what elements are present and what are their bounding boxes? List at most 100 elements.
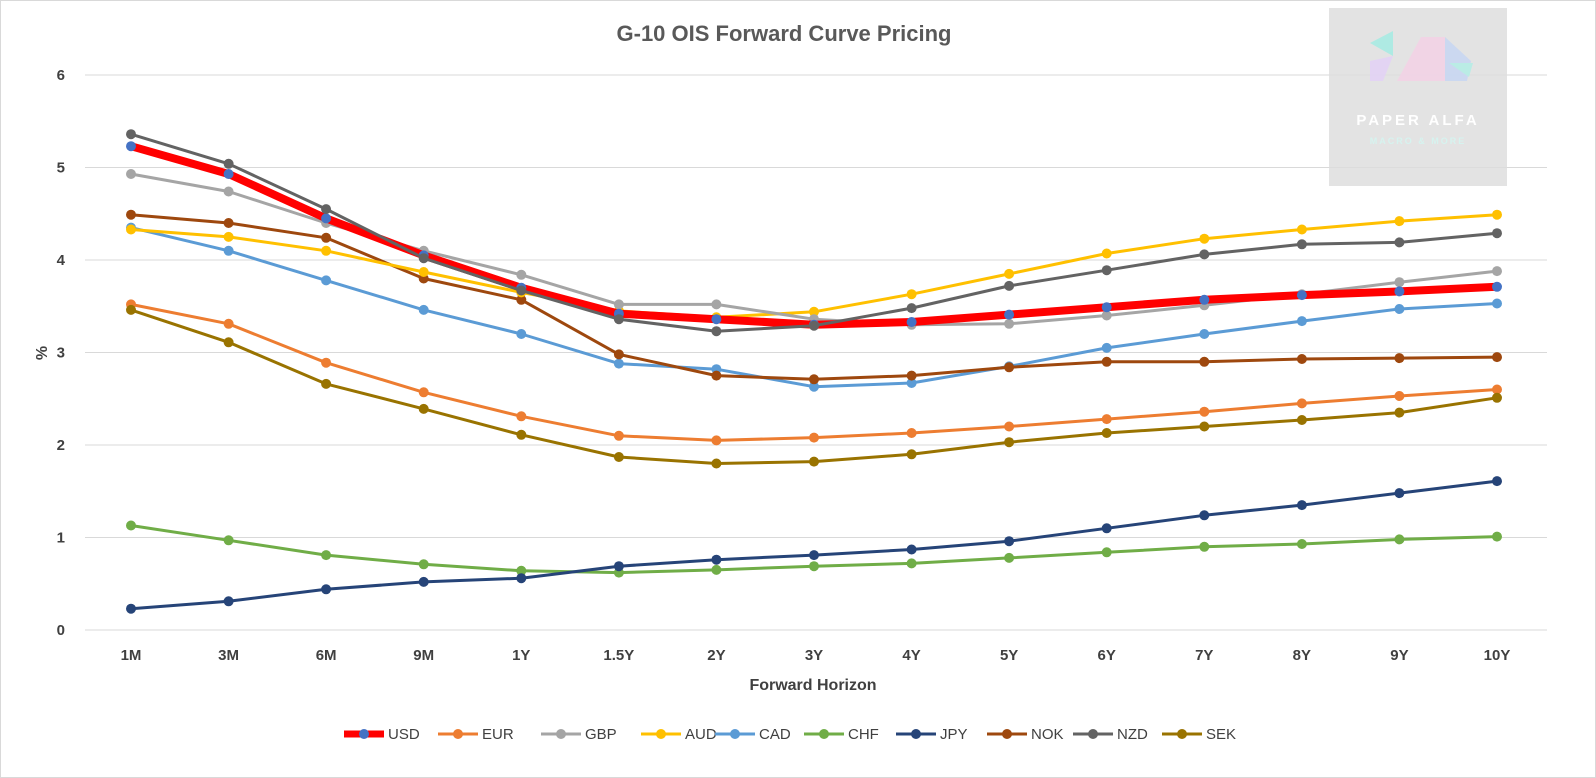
legend-label-nzd: NZD xyxy=(1117,726,1148,743)
data-point-cad xyxy=(418,304,429,315)
data-point-chf xyxy=(809,561,819,572)
data-point-sek xyxy=(418,403,429,414)
data-point-usd xyxy=(1394,286,1405,297)
data-point-chf xyxy=(711,564,722,575)
data-point-eur xyxy=(809,432,819,443)
data-point-gbp xyxy=(126,169,136,179)
data-point-cad xyxy=(1296,316,1307,327)
data-point-chf xyxy=(516,565,527,576)
data-point-chf xyxy=(1199,541,1210,552)
series-line-nzd xyxy=(129,132,1499,333)
data-point-chf xyxy=(1394,534,1405,545)
chart-title: G-10 OIS Forward Curve Pricing xyxy=(617,21,952,46)
data-point-gbp xyxy=(1394,277,1405,288)
data-point-eur xyxy=(613,430,624,441)
data-point-sek xyxy=(126,304,136,315)
data-point-sek xyxy=(711,458,722,469)
data-point-eur xyxy=(1394,391,1405,401)
x-tick-label: 7Y xyxy=(1195,647,1213,664)
data-point-jpy xyxy=(418,576,429,587)
data-point-nok xyxy=(613,349,624,360)
data-point-jpy xyxy=(1101,523,1112,534)
data-point-nok xyxy=(126,209,136,220)
x-tick-label: 3Y xyxy=(805,647,823,664)
data-point-chf xyxy=(223,535,234,546)
data-point-nzd xyxy=(126,129,136,140)
data-point-jpy xyxy=(516,573,527,584)
paper-alfa-logo-icon xyxy=(1370,31,1473,81)
data-point-aud xyxy=(126,224,136,235)
data-point-sek xyxy=(1004,437,1015,448)
data-point-usd xyxy=(126,141,136,152)
data-point-usd xyxy=(321,213,332,224)
series-line-aud xyxy=(129,213,1499,319)
series-chf xyxy=(126,520,1502,578)
y-tick-label: 6 xyxy=(57,67,65,84)
legend-label-nok: NOK xyxy=(1031,726,1064,743)
series-nzd xyxy=(126,129,1502,337)
data-point-gbp xyxy=(223,186,234,197)
data-point-nzd xyxy=(1492,228,1502,239)
data-point-sek xyxy=(1492,392,1502,403)
watermark: PAPER ALFA MACRO & MORE xyxy=(1329,8,1507,186)
data-point-usd xyxy=(1296,290,1307,301)
data-point-nzd xyxy=(1394,237,1405,248)
data-point-nzd xyxy=(418,253,429,264)
data-point-aud xyxy=(321,245,332,256)
data-point-jpy xyxy=(126,603,136,614)
legend-label-aud: AUD xyxy=(685,726,717,743)
data-point-chf xyxy=(1492,531,1502,542)
data-point-nok xyxy=(516,294,527,305)
data-point-nok xyxy=(1394,353,1405,364)
x-axis-title: Forward Horizon xyxy=(749,677,876,694)
data-point-usd xyxy=(1004,309,1015,320)
data-point-nzd xyxy=(711,326,722,337)
data-point-nzd xyxy=(809,320,819,331)
y-axis-tick-labels: 0 1 2 3 4 5 6 xyxy=(57,67,66,639)
x-axis-tick-labels: 1M 3M 6M 9M 1Y 1.5Y 2Y 3Y 4Y 5Y 6Y 7Y 8Y 9Y 10Y xyxy=(121,647,1511,664)
legend-marker-eur xyxy=(453,729,463,739)
x-tick-label: 1.5Y xyxy=(603,647,634,664)
data-point-aud xyxy=(1101,248,1112,259)
x-tick-label: 6Y xyxy=(1098,647,1116,664)
data-point-nzd xyxy=(1004,280,1015,291)
data-point-gbp xyxy=(613,299,624,310)
series-gbp xyxy=(126,169,1502,330)
x-tick-label: 10Y xyxy=(1484,647,1511,664)
data-point-sek xyxy=(1394,407,1405,418)
legend-item-aud: AUD xyxy=(641,726,717,743)
legend: USD EUR GBP AUD CAD CHF JPY NOK NZD SEK xyxy=(344,726,1236,743)
data-point-eur xyxy=(321,357,332,368)
x-tick-label: 3M xyxy=(218,647,239,664)
watermark-name: PAPER ALFA xyxy=(1356,112,1479,129)
data-point-nzd xyxy=(906,303,917,314)
data-point-sek xyxy=(809,456,819,467)
legend-label-gbp: GBP xyxy=(585,726,617,743)
data-point-jpy xyxy=(321,584,332,595)
data-point-sek xyxy=(1296,415,1307,425)
data-point-gbp xyxy=(516,269,527,280)
legend-label-chf: CHF xyxy=(848,726,879,743)
data-point-cad xyxy=(516,329,527,339)
data-point-cad xyxy=(321,275,332,286)
legend-marker-gbp xyxy=(556,729,566,739)
data-point-eur xyxy=(1101,414,1112,425)
data-point-nok xyxy=(1004,362,1015,373)
legend-item-sek: SEK xyxy=(1162,726,1236,743)
data-point-nzd xyxy=(1199,249,1210,260)
y-tick-label: 1 xyxy=(57,530,65,547)
data-point-nok xyxy=(906,370,917,381)
data-point-jpy xyxy=(809,550,819,561)
data-point-eur xyxy=(223,318,234,329)
data-point-nzd xyxy=(321,204,332,215)
data-point-gbp xyxy=(1101,310,1112,321)
data-point-aud xyxy=(906,289,917,300)
data-point-eur xyxy=(906,428,917,438)
legend-label-jpy: JPY xyxy=(940,726,968,743)
legend-label-eur: EUR xyxy=(482,726,514,743)
x-tick-label: 2Y xyxy=(707,647,725,664)
data-point-sek xyxy=(1101,428,1112,438)
y-tick-label: 5 xyxy=(57,160,65,177)
series-eur xyxy=(126,299,1502,446)
